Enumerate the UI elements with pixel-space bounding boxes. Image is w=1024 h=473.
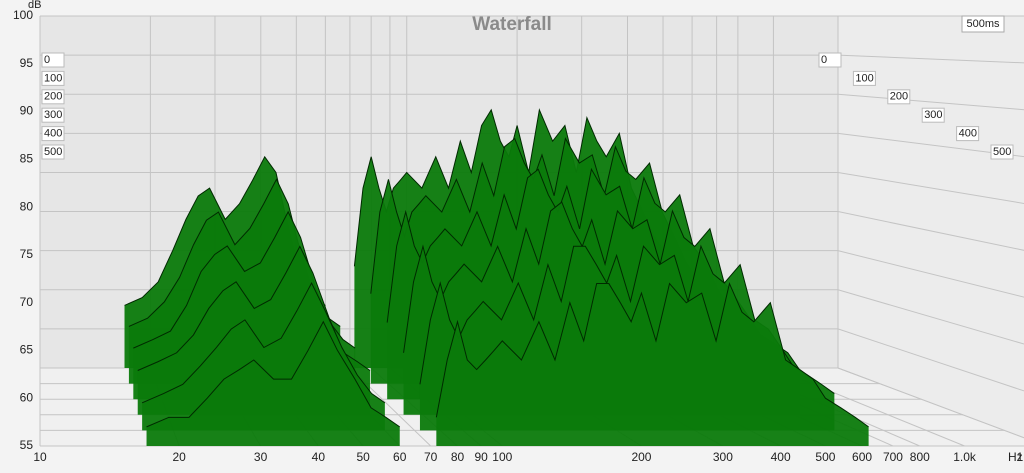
x-tick-label: 1.50k (1017, 450, 1024, 464)
time-label-left: 300 (44, 109, 62, 121)
time-label-right: 500 (993, 146, 1011, 158)
x-tick-label: 80 (451, 450, 465, 464)
time-label-right: 200 (890, 91, 908, 103)
y-tick-label: 100 (13, 8, 33, 22)
chart-title: Waterfall (472, 14, 552, 35)
time-label-right: 300 (924, 109, 942, 121)
time-label-right: 0 (821, 54, 827, 66)
x-tick-label: 40 (312, 450, 326, 464)
right-wall (838, 16, 1024, 438)
time-label-box (41, 52, 65, 68)
y-tick-label: 65 (20, 343, 34, 357)
time-label-left: 500 (44, 146, 62, 158)
time-label-box (41, 144, 65, 160)
x-tick-label: 1.0k (953, 450, 977, 464)
time-label: 500ms (966, 18, 1000, 30)
x-tick-label: 100 (492, 450, 512, 464)
x-tick-label: 700 (883, 450, 903, 464)
time-label-box (41, 107, 65, 123)
x-tick-label: 20 (172, 450, 186, 464)
time-label-box (41, 126, 65, 142)
time-label-box (921, 107, 945, 123)
time-label-box (956, 126, 980, 142)
x-tick-label: 10 (33, 450, 47, 464)
y-tick-label: 55 (20, 438, 34, 452)
x-tick-label: 90 (474, 450, 488, 464)
time-label-box (41, 70, 65, 86)
time-label-left: 200 (44, 91, 62, 103)
y-tick-label: 80 (20, 199, 34, 213)
x-tick-label: 300 (713, 450, 733, 464)
x-tick-label: 50 (356, 450, 370, 464)
time-label-right: 100 (855, 72, 873, 84)
y-axis-label: dB (28, 0, 41, 11)
time-label-left: 400 (44, 128, 62, 140)
x-tick-label: 500 (815, 450, 835, 464)
x-axis-label: Hz (1008, 450, 1023, 464)
y-tick-label: 75 (20, 247, 34, 261)
y-tick-label: 70 (20, 295, 34, 309)
time-label-box (990, 144, 1014, 160)
time-label-box (887, 89, 911, 105)
time-label-box (852, 70, 876, 86)
y-tick-label: 60 (20, 390, 34, 404)
x-tick-label: 800 (910, 450, 930, 464)
slice-area (146, 283, 869, 446)
plot (124, 108, 869, 446)
y-tick-label: 90 (20, 104, 34, 118)
time-label-right: 400 (959, 128, 977, 140)
time-box (961, 15, 1005, 33)
time-label-left: 0 (44, 54, 50, 66)
x-tick-label: 70 (424, 450, 438, 464)
y-tick-label: 95 (20, 56, 34, 70)
x-tick-label: 200 (631, 450, 651, 464)
x-tick-label: 30 (254, 450, 268, 464)
time-label-box (818, 52, 842, 68)
labels: 55 60 65 70 75 80 85 90 95 100 10 20 30 40 50 60 70 80 90 1… (13, 8, 1024, 464)
slice-line (146, 281, 869, 428)
x-tick-label: 60 (393, 450, 407, 464)
x-tick-label: 400 (771, 450, 791, 464)
time-label-box (41, 89, 65, 105)
y-tick-label: 85 (20, 152, 34, 166)
x-tick-label: 600 (852, 450, 872, 464)
time-label-left: 100 (44, 72, 62, 84)
